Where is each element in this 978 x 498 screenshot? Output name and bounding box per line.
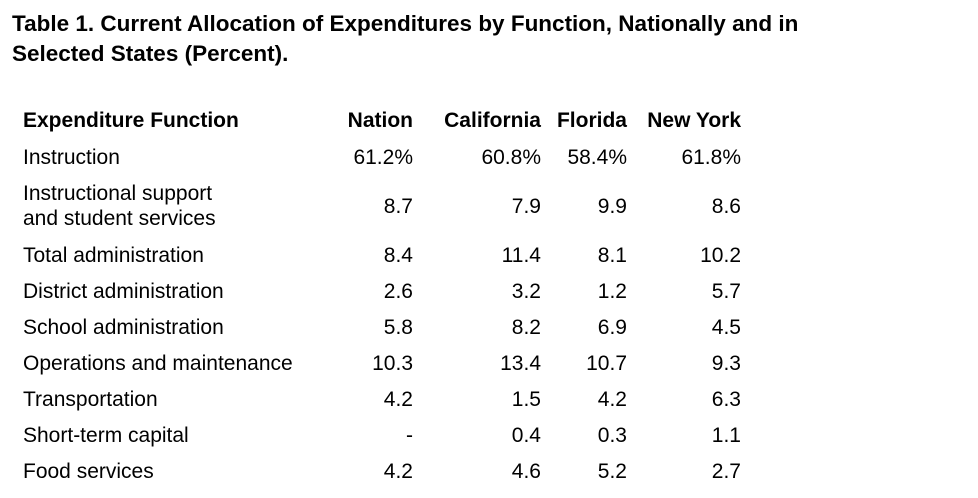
header-new-york: New York xyxy=(647,109,741,132)
cell-new-york: 9.3 xyxy=(711,351,741,375)
table-title-line-2: Selected States (Percent). xyxy=(12,41,289,66)
table-row: Food services 4.2 4.6 5.2 2.7 xyxy=(18,453,741,489)
table-row: Transportation 4.2 1.5 4.2 6.3 xyxy=(18,381,741,417)
cell-florida: 10.7 xyxy=(586,351,627,375)
cell-florida: 8.1 xyxy=(597,243,627,267)
cell-california: 8.2 xyxy=(511,315,541,339)
row-label: Instructional support and student servic… xyxy=(18,175,341,237)
cell-florida: 6.9 xyxy=(597,315,627,339)
cell-california: 13.4 xyxy=(500,351,541,375)
cell-nation: 4.2 xyxy=(383,459,413,483)
cell-new-york: 5.7 xyxy=(711,279,741,303)
row-label-line-2: and student services xyxy=(23,207,216,230)
cell-california: 3.2 xyxy=(511,279,541,303)
table-row: Operations and maintenance 10.3 13.4 10.… xyxy=(18,345,741,381)
cell-new-york: 4.5 xyxy=(711,315,741,339)
header-florida: Florida xyxy=(556,109,627,132)
cell-new-york: 2.7 xyxy=(711,459,741,483)
cell-new-york: 61.8% xyxy=(681,145,741,169)
cell-nation: - xyxy=(406,423,413,447)
cell-california: 0.4 xyxy=(511,423,541,447)
cell-nation: 2.6 xyxy=(383,279,413,303)
cell-florida: 1.2 xyxy=(597,279,627,303)
cell-florida: 5.2 xyxy=(597,459,627,483)
cell-california: 1.5 xyxy=(511,387,541,411)
row-label: School administration xyxy=(23,315,224,339)
table-row: School administration 5.8 8.2 6.9 4.5 xyxy=(18,309,741,345)
table-header-row: Expenditure Function Nation California F… xyxy=(18,103,741,139)
cell-florida: 0.3 xyxy=(597,423,627,447)
cell-california: 11.4 xyxy=(501,243,541,267)
cell-florida: 9.9 xyxy=(597,194,627,218)
row-label: Operations and maintenance xyxy=(23,351,293,375)
row-label: Instruction xyxy=(23,145,120,169)
table-row: Total administration 8.4 11.4 8.1 10.2 xyxy=(18,237,741,273)
cell-nation: 8.7 xyxy=(383,194,413,218)
cell-california: 7.9 xyxy=(511,194,541,218)
row-label: District administration xyxy=(23,279,224,303)
cell-florida: 4.2 xyxy=(597,387,627,411)
row-label: Total administration xyxy=(23,243,204,267)
cell-florida: 58.4% xyxy=(567,145,627,169)
table-title: Table 1. Current Allocation of Expenditu… xyxy=(12,9,962,69)
row-label: Short-term capital xyxy=(23,423,189,447)
cell-new-york: 1.1 xyxy=(711,423,741,447)
header-california: California xyxy=(444,109,541,132)
cell-new-york: 10.2 xyxy=(700,243,741,267)
row-label-line-1: Instructional support xyxy=(23,182,213,205)
cell-nation: 8.4 xyxy=(383,243,413,267)
header-expenditure-function: Expenditure Function xyxy=(23,109,239,132)
table-row: Short-term capital - 0.4 0.3 1.1 xyxy=(18,417,741,453)
cell-nation: 4.2 xyxy=(383,387,413,411)
cell-nation: 61.2% xyxy=(353,145,413,169)
expenditure-allocation-table: Expenditure Function Nation California F… xyxy=(18,103,741,489)
cell-california: 60.8% xyxy=(481,145,541,169)
cell-california: 4.6 xyxy=(511,459,541,483)
table-row: Instruction 61.2% 60.8% 58.4% 61.8% xyxy=(18,139,741,175)
table-row: Instructional support and student servic… xyxy=(18,175,741,237)
header-nation: Nation xyxy=(347,109,413,132)
cell-new-york: 6.3 xyxy=(711,387,741,411)
cell-nation: 5.8 xyxy=(383,315,413,339)
row-label: Food services xyxy=(23,459,154,483)
table-title-line-1: Table 1. Current Allocation of Expenditu… xyxy=(12,11,799,36)
cell-nation: 10.3 xyxy=(372,351,413,375)
row-label: Transportation xyxy=(23,387,158,411)
cell-new-york: 8.6 xyxy=(711,194,741,218)
table-row: District administration 2.6 3.2 1.2 5.7 xyxy=(18,273,741,309)
